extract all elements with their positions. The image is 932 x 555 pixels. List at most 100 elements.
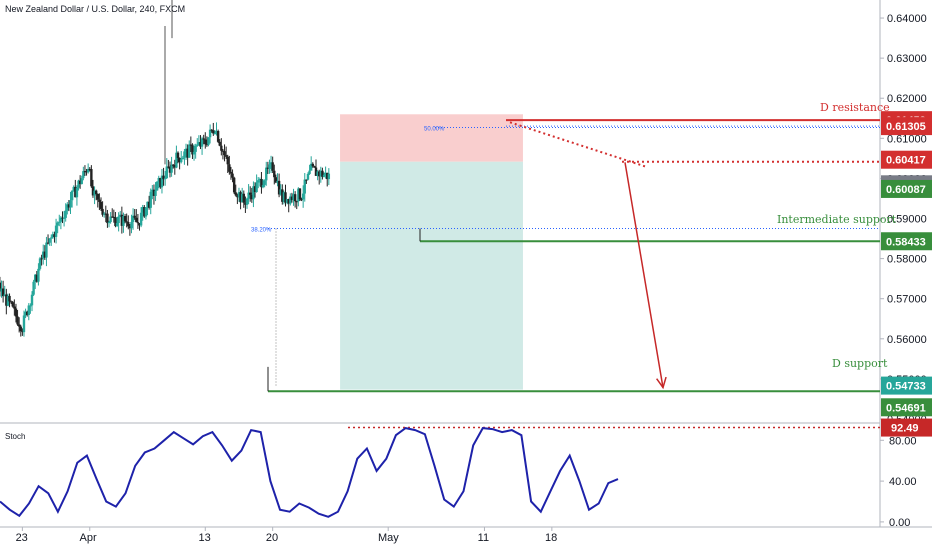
candle-body bbox=[311, 163, 314, 167]
candle-body bbox=[11, 302, 14, 307]
candle-body bbox=[181, 157, 185, 160]
candle-body bbox=[103, 213, 106, 215]
candle-body bbox=[77, 180, 80, 188]
price-tick-label: 0.57000 bbox=[887, 294, 927, 306]
candle-body bbox=[167, 166, 170, 168]
candle-body bbox=[21, 331, 24, 333]
candle-body bbox=[257, 180, 260, 183]
candle-body bbox=[149, 191, 152, 208]
price-badge[interactable] bbox=[881, 232, 932, 251]
candle-body bbox=[180, 159, 183, 163]
candle-body bbox=[194, 145, 197, 152]
price-badge[interactable] bbox=[881, 398, 932, 417]
candle-body bbox=[48, 238, 51, 243]
candle-body bbox=[207, 137, 210, 145]
candle-body bbox=[74, 186, 77, 198]
candle-body bbox=[258, 179, 262, 181]
candle-body bbox=[61, 217, 64, 219]
candle-body bbox=[244, 202, 247, 205]
candle-body bbox=[69, 200, 72, 208]
stop-loss-zone bbox=[340, 114, 523, 162]
candle-body bbox=[67, 204, 71, 208]
time-tick-label: Apr bbox=[80, 532, 97, 544]
candle-body bbox=[107, 222, 111, 224]
candle-body bbox=[215, 130, 218, 134]
candle-body bbox=[216, 130, 220, 142]
price-badge[interactable] bbox=[881, 179, 932, 198]
candle-body bbox=[284, 192, 287, 203]
candle-body bbox=[46, 242, 50, 244]
time-tick-label: 11 bbox=[478, 532, 489, 544]
descending-trendline bbox=[509, 121, 646, 168]
candle-body bbox=[189, 144, 193, 146]
candle-body bbox=[66, 204, 69, 211]
price-badge[interactable] bbox=[881, 117, 932, 136]
candle-body bbox=[210, 129, 213, 131]
candle-body bbox=[127, 222, 130, 227]
candle-body bbox=[143, 207, 146, 217]
candle-body bbox=[152, 189, 156, 196]
candle-body bbox=[138, 223, 141, 226]
projection-arrow-head bbox=[656, 376, 667, 390]
price-tick-label: 0.64000 bbox=[887, 13, 927, 25]
candle-body bbox=[290, 196, 294, 201]
candle-body bbox=[72, 186, 75, 191]
candle-body bbox=[229, 171, 233, 174]
candle-body bbox=[326, 172, 329, 180]
candle-body bbox=[292, 194, 295, 201]
candle-body bbox=[58, 221, 61, 223]
candle-body bbox=[301, 193, 305, 200]
candle-body bbox=[226, 156, 229, 165]
candle-body bbox=[232, 177, 236, 193]
candle-body bbox=[303, 179, 306, 194]
candle-body bbox=[101, 208, 104, 215]
candle-body bbox=[27, 305, 30, 316]
candle-body bbox=[32, 281, 35, 295]
candle-body bbox=[14, 308, 18, 317]
price-tick-label: 0.62000 bbox=[887, 93, 927, 105]
candle-body bbox=[273, 170, 276, 178]
candle-body bbox=[54, 225, 58, 237]
candle-body bbox=[45, 242, 48, 258]
take-profit-zone bbox=[340, 161, 523, 390]
candle-body bbox=[112, 216, 116, 218]
candle-body bbox=[136, 222, 140, 224]
candle-body bbox=[86, 168, 90, 173]
candle-body bbox=[277, 180, 281, 195]
stoch-tick-label: 40.00 bbox=[889, 476, 917, 488]
candle-body bbox=[202, 138, 205, 140]
candle-body bbox=[35, 274, 39, 282]
candle-body bbox=[220, 145, 223, 151]
candle-body bbox=[82, 171, 85, 179]
candle-body bbox=[135, 217, 138, 223]
candle-body bbox=[240, 193, 244, 203]
candle-body bbox=[322, 174, 326, 177]
candle-body bbox=[6, 295, 10, 306]
d-support-label: D support bbox=[832, 357, 888, 370]
candle-body bbox=[109, 216, 112, 223]
price-badge[interactable] bbox=[881, 376, 932, 395]
candle-body bbox=[53, 234, 56, 237]
candle-body bbox=[159, 177, 162, 188]
price-tick-label: 0.63000 bbox=[887, 53, 927, 65]
time-tick-label: 13 bbox=[198, 532, 210, 544]
candle-body bbox=[133, 215, 136, 218]
price-tick-label: 0.61000 bbox=[887, 133, 927, 145]
candle-body bbox=[51, 234, 55, 238]
stoch-overbought-badge[interactable] bbox=[881, 418, 932, 437]
candle-body bbox=[139, 212, 143, 226]
candle-body bbox=[155, 181, 159, 191]
fib-38-label: 38.20% bbox=[251, 228, 272, 234]
price-badge[interactable] bbox=[881, 150, 932, 169]
candle-body bbox=[191, 145, 194, 155]
candle-body bbox=[43, 251, 47, 258]
candle-body bbox=[242, 193, 245, 203]
time-tick-label: 20 bbox=[266, 532, 278, 544]
candle-body bbox=[249, 192, 252, 195]
candle-body bbox=[305, 179, 308, 181]
candle-body bbox=[94, 190, 98, 194]
candle-body bbox=[197, 142, 201, 145]
candle-body bbox=[212, 130, 215, 134]
candle-body bbox=[125, 221, 128, 223]
